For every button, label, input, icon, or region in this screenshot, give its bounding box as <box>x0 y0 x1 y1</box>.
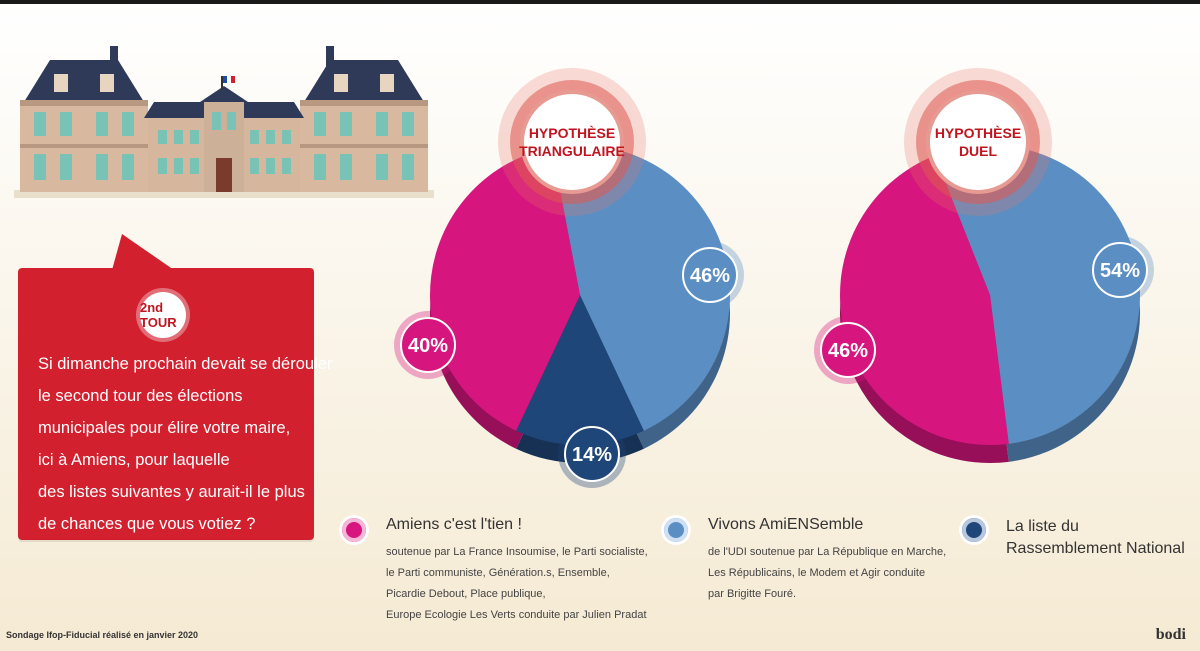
svg-text:14%: 14% <box>572 444 612 466</box>
legend-title-line: Rassemblement National <box>1006 540 1185 557</box>
legend-description: soutenue par La France Insoumise, le Par… <box>386 542 648 626</box>
legend-description-line: le Parti communiste, Génération.s, Ensem… <box>386 567 610 579</box>
second-round-badge: 2nd TOUR <box>140 292 186 338</box>
svg-text:54%: 54% <box>1100 260 1140 282</box>
hypothesis-title-badge: HYPOTHÈSE TRIANGULAIRE <box>498 68 646 216</box>
pie-slice <box>516 295 644 445</box>
question-line: ici à Amiens, pour laquelle <box>38 451 230 469</box>
pie-slice <box>840 155 1009 446</box>
svg-text:46%: 46% <box>690 265 730 287</box>
pie-chart-triangulaire: 46% 14% 40% HYPOTHÈSE TRIANGULAIRE <box>394 68 744 488</box>
svg-text:46%: 46% <box>828 340 868 362</box>
pie-value-label: 54% <box>1086 236 1154 304</box>
hypothesis-title-line: HYPOTHÈSE <box>935 125 1021 141</box>
question-line: municipales pour élire votre maire, <box>38 419 291 437</box>
pie-value-label: 46% <box>814 316 882 384</box>
town-hall-illustration <box>14 46 434 198</box>
pie-slice <box>551 144 731 431</box>
hypothesis-title-line: HYPOTHÈSE <box>529 125 615 141</box>
legend-description-line: Europe Ecologie Les Verts conduite par J… <box>386 609 647 621</box>
svg-text:40%: 40% <box>408 335 448 357</box>
legend-dot-light-blue <box>664 518 688 542</box>
question-text: Si dimanche prochain devait se dérouler … <box>38 348 333 540</box>
chart-triangulaire: 46% 14% 40% HYPOTHÈSE TRIANGULAIRE <box>380 50 780 490</box>
pie-slice <box>429 147 580 431</box>
pie-value-label: 40% <box>394 311 462 379</box>
pie-value-label: 14% <box>558 420 626 488</box>
second-round-badge-label: 2nd TOUR <box>140 300 177 330</box>
hypothesis-title-line: DUEL <box>959 143 998 159</box>
legend-description: de l'UDI soutenue par La République en M… <box>708 542 946 605</box>
hypothesis-title-badge: HYPOTHÈSE DUEL <box>904 68 1052 216</box>
legend-description-line: soutenue par La France Insoumise, le Par… <box>386 546 648 558</box>
speech-bubble-tail <box>112 234 174 270</box>
legend-dot-magenta <box>342 518 366 542</box>
legend-title-line: La liste du <box>1006 518 1079 535</box>
chart-duel: 54% 46% HYPOTHÈSE DUEL <box>790 50 1190 490</box>
legend-description-line: par Brigitte Fouré. <box>708 588 797 600</box>
question-line: des listes suivantes y aurait-il le plus <box>38 483 305 501</box>
legend-description-line: de l'UDI soutenue par La République en M… <box>708 546 947 558</box>
legend-title: Amiens c'est l'tien ! <box>386 516 522 533</box>
brand-logo: bodi <box>1155 626 1186 643</box>
pie-chart-duel: 54% 46% HYPOTHÈSE DUEL <box>814 68 1154 464</box>
top-rule <box>0 0 1200 4</box>
question-line: Si dimanche prochain devait se dérouler <box>38 355 333 373</box>
legend-description-line: Les Républicains, le Modem et Agir condu… <box>708 567 926 579</box>
legend-description-line: Picardie Debout, Place publique, <box>386 588 546 600</box>
legend-dot-dark-blue <box>962 518 986 542</box>
pie-slice <box>934 144 1140 444</box>
question-box: 2nd TOUR Si dimanche prochain devait se … <box>18 268 333 540</box>
legend-title: Vivons AmiENSemble <box>708 516 864 533</box>
hypothesis-title-line: TRIANGULAIRE <box>519 143 625 159</box>
source-note: Sondage Ifop-Fiducial réalisé en janvier… <box>6 630 199 640</box>
pie-value-label: 46% <box>676 241 744 309</box>
question-line: le second tour des élections <box>38 387 243 405</box>
legend-title: La liste du Rassemblement National <box>1006 516 1185 560</box>
question-line: de chances que vous votiez ? <box>38 515 256 533</box>
